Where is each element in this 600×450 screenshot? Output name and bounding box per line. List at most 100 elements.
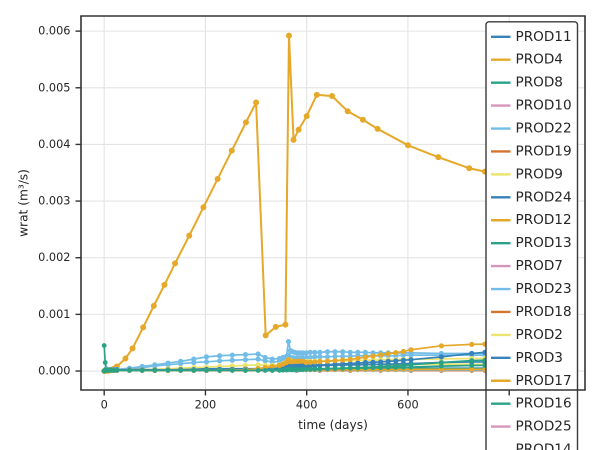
marker	[200, 204, 207, 211]
y-tick-label: 0.006	[38, 25, 70, 38]
marker	[307, 349, 313, 355]
marker	[255, 356, 261, 362]
marker	[303, 113, 310, 120]
marker	[362, 349, 369, 355]
x-axis-label: time (days)	[298, 418, 368, 432]
legend-item-PROD23: PROD23	[491, 281, 572, 297]
legend-label-PROD22: PROD22	[516, 121, 572, 137]
marker	[101, 343, 107, 348]
marker	[466, 165, 473, 172]
marker	[139, 368, 145, 373]
marker	[385, 363, 391, 369]
marker	[374, 125, 381, 132]
marker	[324, 354, 331, 360]
legend-label-PROD11: PROD11	[516, 29, 572, 45]
legend-item-PROD11: PROD11	[491, 29, 572, 45]
marker	[332, 357, 338, 364]
marker	[295, 126, 302, 133]
marker	[303, 350, 309, 356]
marker	[127, 368, 132, 373]
marker	[340, 361, 346, 367]
marker	[269, 368, 275, 373]
marker	[438, 354, 444, 360]
axes-spines	[80, 15, 586, 391]
marker	[469, 366, 475, 372]
y-tick-label: 0.005	[38, 81, 70, 94]
legend-label-PROD8: PROD8	[516, 75, 563, 91]
marker	[340, 365, 346, 371]
legend-label-PROD7: PROD7	[516, 258, 563, 274]
legend-label-PROD13: PROD13	[516, 235, 572, 251]
marker	[262, 332, 269, 339]
marker	[262, 368, 268, 373]
marker	[324, 362, 331, 368]
marker	[255, 362, 261, 368]
marker	[313, 91, 320, 98]
marker	[312, 354, 318, 360]
marker	[317, 366, 323, 372]
marker	[332, 361, 338, 367]
marker	[325, 366, 330, 372]
y-tick-labels: 0.000 0.001 0.002 0.003 0.004 0.005 0.006	[38, 25, 70, 378]
marker	[408, 347, 414, 353]
x-tick-label: 600	[397, 399, 419, 412]
legend-label-PROD18: PROD18	[516, 304, 572, 320]
marker	[262, 354, 268, 361]
marker	[355, 365, 361, 371]
marker	[102, 360, 108, 365]
marker	[214, 175, 221, 182]
marker	[285, 338, 292, 345]
legend-item-PROD19: PROD19	[491, 143, 572, 159]
legend-item-PROD25: PROD25	[491, 419, 572, 435]
marker	[114, 368, 120, 373]
marker	[370, 364, 376, 370]
marker	[332, 349, 338, 355]
marker	[203, 354, 210, 360]
legend-item-PROD22: PROD22	[491, 121, 572, 137]
y-tick-label: 0.004	[38, 138, 70, 151]
marker	[228, 147, 235, 154]
marker	[217, 368, 223, 373]
marker	[362, 359, 369, 366]
marker	[324, 349, 331, 355]
marker	[312, 366, 318, 372]
marker	[165, 368, 171, 373]
marker	[242, 119, 249, 126]
marker	[469, 363, 475, 368]
legend-label-PROD17: PROD17	[516, 373, 572, 389]
marker	[340, 353, 346, 359]
marker	[303, 354, 309, 361]
legend-label-PROD3: PROD3	[516, 350, 563, 366]
legend-item-PROD14: PROD14	[516, 442, 572, 450]
marker	[303, 366, 309, 372]
marker	[255, 351, 261, 357]
legend-item-PROD24: PROD24	[491, 189, 572, 205]
marker	[290, 136, 297, 143]
marker	[400, 357, 406, 363]
y-tick-label: 0.003	[38, 195, 70, 208]
series-group	[101, 32, 488, 375]
marker	[242, 362, 249, 368]
marker	[435, 154, 442, 161]
legend-item-PROD2: PROD2	[491, 327, 563, 343]
marker	[400, 348, 406, 355]
marker	[385, 351, 391, 357]
marker	[178, 368, 184, 373]
marker	[242, 357, 249, 363]
marker	[280, 367, 286, 373]
marker	[324, 358, 331, 364]
marker	[363, 364, 368, 370]
legend-item-PROD16: PROD16	[491, 396, 572, 412]
legend-item-PROD9: PROD9	[491, 166, 563, 182]
marker	[469, 341, 475, 347]
marker	[347, 356, 353, 363]
series-PROD16	[101, 357, 488, 374]
marker	[317, 354, 323, 360]
marker	[307, 354, 313, 361]
marker	[340, 357, 346, 363]
legend-label-PROD19: PROD19	[516, 143, 572, 159]
marker	[378, 352, 384, 358]
y-axis-label: wrat (m³/s)	[17, 169, 31, 237]
marker	[152, 362, 158, 368]
